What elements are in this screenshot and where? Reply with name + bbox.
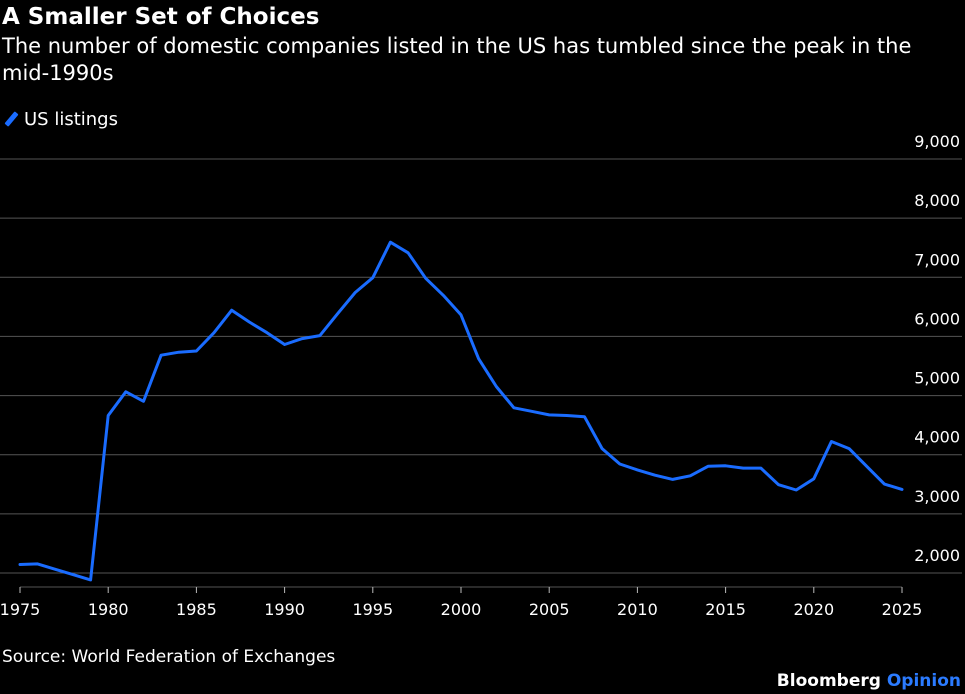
y-tick-label: 3,000 (914, 487, 960, 506)
y-tick-label: 9,000 (914, 132, 960, 151)
x-tick-label: 1980 (88, 600, 129, 619)
x-tick-label: 2025 (882, 600, 923, 619)
brand-accent: Opinion (886, 671, 961, 691)
x-axis-tick-labels: 1975 1980 1985 1990 1995 2000 2005 2010 2015 2020… (0, 587, 922, 619)
x-tick-label: 2005 (529, 600, 570, 619)
series-layer (18, 240, 904, 582)
y-tick-label: 2,000 (914, 546, 960, 565)
x-tick-label: 2000 (441, 600, 482, 619)
x-tick-label: 2010 (617, 600, 658, 619)
source-note: Source: World Federation of Exchanges (2, 647, 336, 667)
x-tick-label: 1975 (0, 600, 40, 619)
line-chart: 2,000 3,000 4,000 5,000 6,000 7,000 8,000 9,000… (0, 132, 962, 619)
legend: US listings (2, 107, 118, 131)
chart-subtitle: The number of domestic companies listed … (2, 34, 912, 85)
grid-lines (0, 158, 962, 588)
x-tick-label: 2020 (793, 600, 834, 619)
legend-label: US listings (24, 108, 118, 130)
x-tick-label: 2015 (705, 600, 746, 619)
y-tick-label: 5,000 (914, 369, 960, 388)
y-tick-label: 6,000 (914, 309, 960, 328)
x-tick-label: 1990 (264, 600, 305, 619)
y-tick-label: 8,000 (914, 191, 960, 210)
x-tick-label: 1985 (176, 600, 217, 619)
chart-title: A Smaller Set of Choices (2, 4, 320, 30)
brand-logo: Bloomberg Opinion (777, 669, 961, 693)
brand-name: Bloomberg (776, 671, 881, 691)
y-axis-tick-labels: 2,000 3,000 4,000 5,000 6,000 7,000 8,000 9,000 (914, 132, 960, 565)
x-tick-label: 1995 (352, 600, 393, 619)
y-tick-label: 4,000 (914, 428, 960, 447)
series-line-us-listings (18, 240, 904, 582)
y-tick-label: 7,000 (914, 250, 960, 269)
